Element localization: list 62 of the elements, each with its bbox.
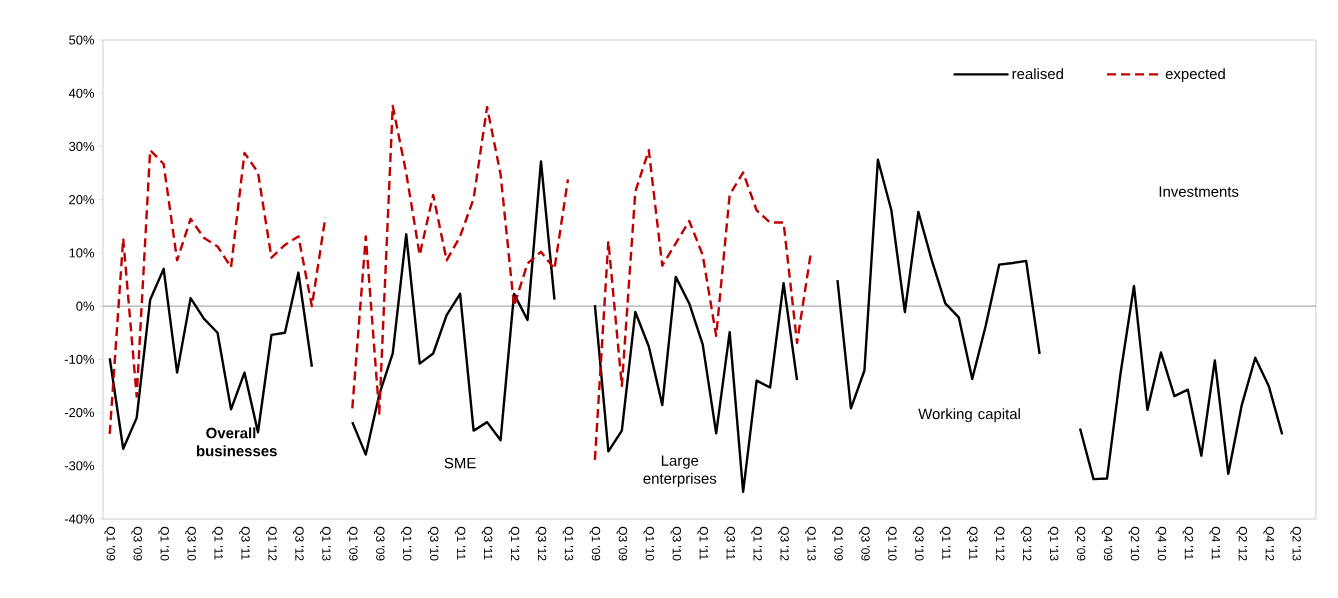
y-tick-label: -20% bbox=[64, 407, 95, 418]
y-tick-label: 40% bbox=[68, 88, 95, 98]
x-tick-label: Q2 '10 bbox=[1128, 526, 1140, 561]
x-tick-label: Q1 '09 bbox=[589, 526, 601, 561]
x-tick-label: Q3 '12 bbox=[293, 526, 304, 561]
x-tick-label: Q2 '11 bbox=[1182, 526, 1194, 560]
annotation: Overall businesses bbox=[197, 427, 277, 457]
x-tick-label: Q3 '10 bbox=[427, 526, 439, 561]
x-tick-label: Q4 '10 bbox=[1155, 526, 1167, 561]
x-tick-label: Q4 '11 bbox=[1209, 526, 1221, 560]
x-tick-label: Q1 '10 bbox=[886, 526, 897, 561]
x-tick-label: Q1 '13 bbox=[1047, 526, 1059, 561]
y-tick-label: -40% bbox=[64, 514, 95, 524]
x-tick-label: Q1 '12 bbox=[751, 526, 762, 561]
x-tick-label: Q2 '12 bbox=[1236, 526, 1248, 561]
annotation: Large enterprises bbox=[643, 455, 717, 487]
x-tick-label: Q3 '09 bbox=[373, 526, 385, 561]
annotation: Working capital bbox=[918, 408, 1020, 423]
x-tick-label: Q1 '09 bbox=[347, 526, 358, 561]
x-tick-label: Q1 '09 bbox=[104, 526, 116, 561]
x-tick-label: Q1 '12 bbox=[993, 526, 1005, 561]
x-tick-label: Q1 '11 bbox=[697, 526, 709, 560]
x-tick-label: Q1 '13 bbox=[805, 526, 816, 561]
x-tick-label: Q3 '12 bbox=[1020, 526, 1032, 561]
x-tick-label: Q3 '12 bbox=[535, 526, 547, 561]
x-tick-label: Q1 '13 bbox=[562, 526, 574, 561]
y-tick-label: 0% bbox=[76, 301, 95, 311]
annotation: SME bbox=[444, 457, 476, 469]
x-tick-label: Q3 '10 bbox=[913, 526, 924, 561]
x-tick-label: Q1 '11 bbox=[212, 526, 223, 560]
y-tick-label: 30% bbox=[69, 141, 95, 152]
x-tick-label: Q1 '10 bbox=[400, 526, 412, 561]
x-tick-label: Q3 '12 bbox=[778, 526, 789, 561]
x-tick-label: Q1 '11 bbox=[939, 526, 951, 560]
y-tick-label: 50% bbox=[69, 35, 95, 45]
y-tick-label: -10% bbox=[64, 354, 95, 364]
legend-label: realised bbox=[1012, 68, 1063, 80]
x-tick-label: Q3 '09 bbox=[131, 526, 142, 561]
y-tick-label: 10% bbox=[69, 248, 95, 258]
y-tick-label: 20% bbox=[69, 195, 95, 205]
x-tick-label: Q1 '10 bbox=[643, 526, 655, 561]
x-tick-label: Q3 '11 bbox=[239, 526, 250, 560]
x-tick-label: Q1 '12 bbox=[266, 526, 277, 561]
x-tick-label: Q4 '12 bbox=[1263, 526, 1275, 561]
x-tick-label: Q3 '11 bbox=[724, 526, 735, 560]
annotation: Investments bbox=[1159, 186, 1239, 197]
x-tick-label: Q3 '10 bbox=[670, 526, 682, 561]
x-tick-label: Q1 '09 bbox=[832, 526, 843, 561]
x-tick-label: Q1 '10 bbox=[158, 526, 169, 561]
x-tick-label: Q1 '13 bbox=[320, 526, 331, 561]
x-tick-label: Q1 '12 bbox=[508, 526, 520, 561]
x-tick-label: Q3 '11 bbox=[966, 526, 978, 560]
x-tick-label: Q4 '09 bbox=[1101, 526, 1113, 561]
x-tick-label: Q3 '09 bbox=[859, 526, 870, 561]
x-tick-label: Q3 '11 bbox=[481, 526, 493, 560]
x-tick-label: Q2 '13 bbox=[1290, 526, 1301, 561]
x-tick-label: Q3 '10 bbox=[185, 526, 196, 561]
x-tick-label: Q3 '09 bbox=[616, 526, 628, 561]
x-tick-label: Q2 '09 bbox=[1074, 526, 1086, 561]
x-tick-label: Q1 '11 bbox=[454, 526, 466, 560]
legend-label: expected bbox=[1165, 68, 1225, 83]
y-tick-label: -30% bbox=[64, 461, 95, 471]
